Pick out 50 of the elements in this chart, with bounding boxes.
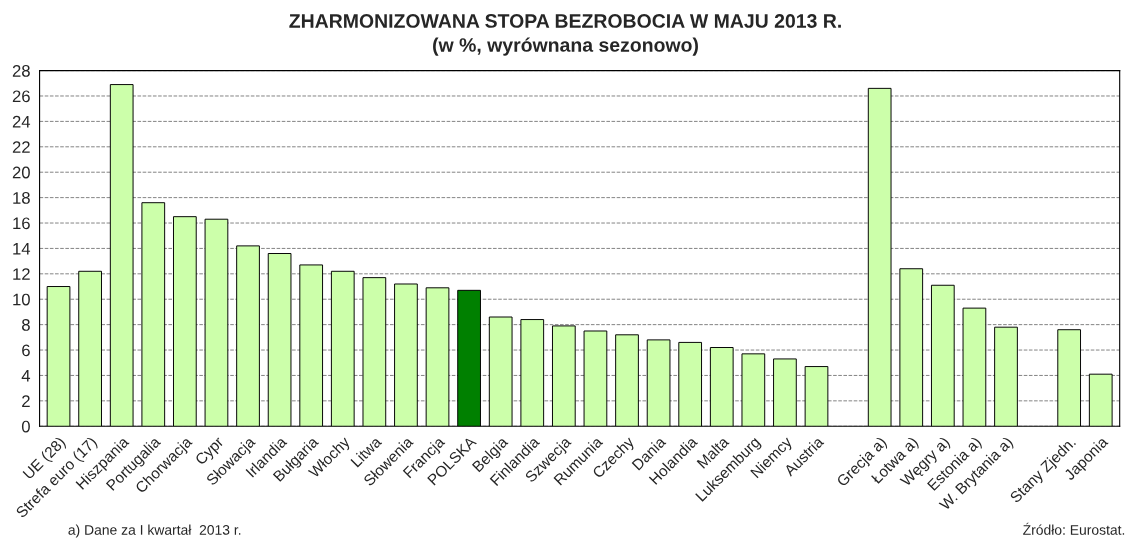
y-tick-label: 6 [22,344,30,357]
bar [236,245,260,427]
y-tick-label: 10 [13,293,30,306]
bar [394,283,418,427]
y-tick-label: 0 [21,420,30,433]
bar [615,334,639,427]
y-tick-label: 2 [22,395,30,407]
bar [646,339,671,427]
bar [804,366,829,427]
bar [583,330,608,427]
bar [962,307,987,427]
bar [930,284,955,427]
bar [551,325,576,427]
text: Źródło: Eurostat. [1023,522,1125,535]
y-tick-label: 24 [12,115,31,128]
text: a) Dane za I kwartał 2013 r. [68,524,241,538]
y-tick-label: 26 [12,90,30,103]
bar [741,353,766,427]
bar [773,358,797,427]
bar [109,84,134,427]
bar [899,268,924,427]
bar [78,270,102,427]
bar [141,202,166,427]
bar [204,218,229,427]
y-tick-label: 12 [13,268,30,280]
bar [425,287,450,427]
bar [709,347,734,427]
bar [46,286,71,427]
bar [488,316,513,427]
bar [1088,373,1113,427]
y-tick-label: 14 [13,243,31,255]
bar [173,216,197,427]
y-tick-label: 4 [21,370,31,382]
bar [1057,329,1082,427]
y-tick-label: 8 [22,319,30,331]
y-tick-label: 22 [12,141,30,153]
y-tick-label: 16 [13,217,30,230]
bar [678,341,703,427]
bar [267,253,292,427]
bar [457,289,481,427]
bar [994,326,1018,427]
y-tick-label: 20 [12,166,30,179]
chart-title: ZHARMONIZOWANA STOPA BEZROBOCIA W MAJU 2013 R. (w %, wyrównana sezonowo) [289,14,841,56]
bar [362,277,387,427]
bar [867,87,892,427]
y-tick-label: 18 [13,192,30,204]
bar [520,319,545,427]
y-tick-label: 28 [12,64,30,77]
bar [330,270,355,427]
bar [299,264,324,427]
